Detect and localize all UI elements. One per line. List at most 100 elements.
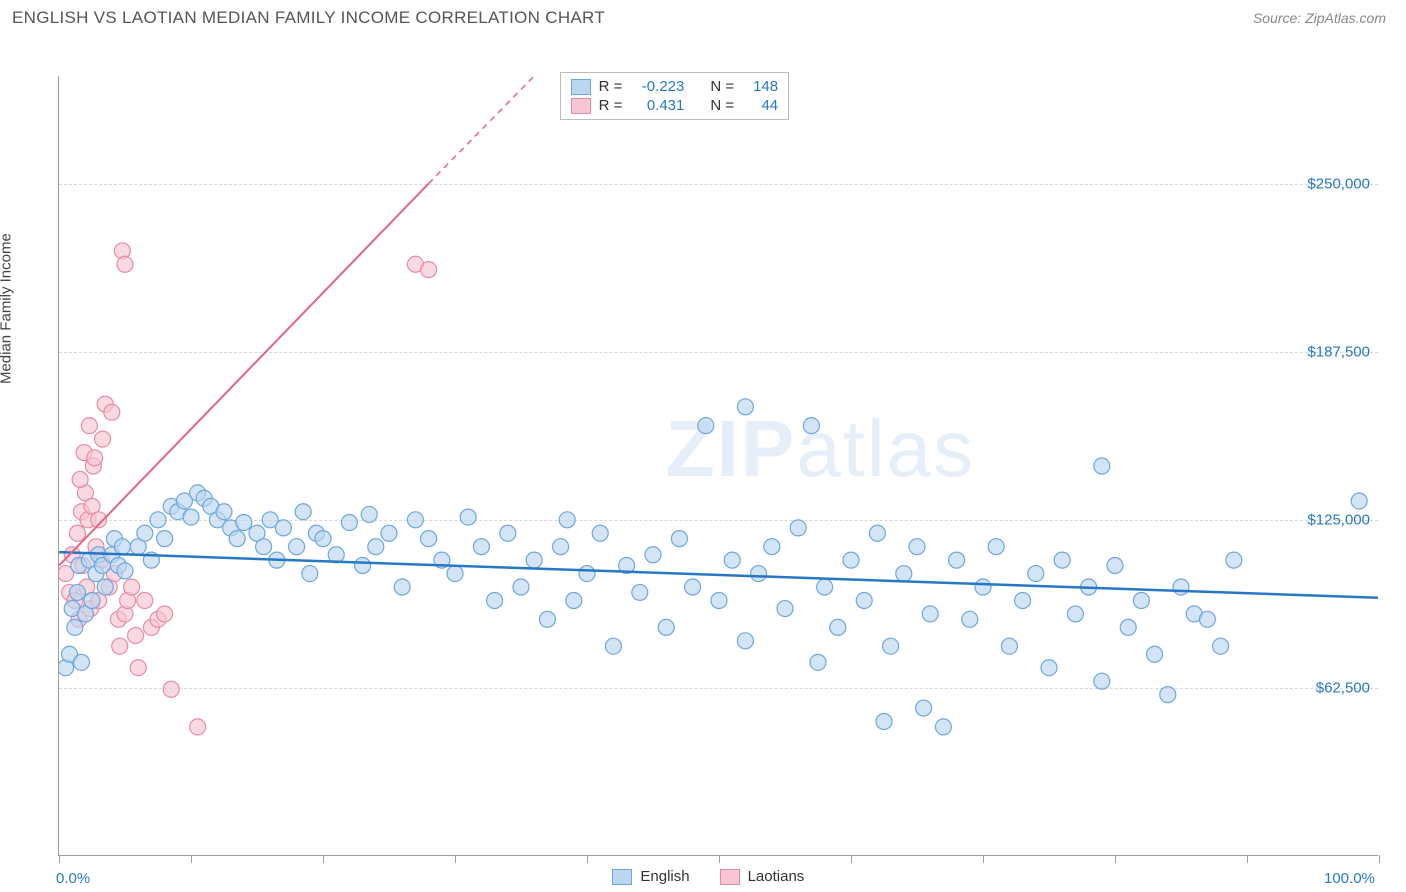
english-point [605, 638, 621, 654]
english-point [1213, 638, 1229, 654]
series-legend-item: Laotians [720, 868, 805, 885]
legend-row: R =-0.223N =148 [571, 77, 779, 96]
english-point [341, 514, 357, 530]
laotians-point [117, 256, 133, 272]
english-point [526, 552, 542, 568]
english-point [460, 509, 476, 525]
english-point [685, 579, 701, 595]
legend-swatch [720, 869, 740, 885]
legend-swatch [571, 98, 591, 114]
legend-swatch [571, 79, 591, 95]
english-point [236, 514, 252, 530]
source-label: Source: ZipAtlas.com [1253, 10, 1386, 26]
laotians-point [95, 431, 111, 447]
correlation-legend: R =-0.223N =148R =0.431N =44 [560, 72, 790, 120]
english-point [777, 601, 793, 617]
english-point [876, 714, 892, 730]
english-point [1199, 611, 1215, 627]
english-point [1028, 566, 1044, 582]
english-point [764, 539, 780, 555]
r-label: R = [599, 78, 623, 95]
english-point [724, 552, 740, 568]
chart-wrapper: Median Family Income ZIPatlas $62,500$12… [12, 36, 1394, 866]
english-point [256, 539, 272, 555]
english-point [566, 592, 582, 608]
x-tick [851, 855, 852, 863]
plot-area: ZIPatlas $62,500$125,000$187,500$250,000 [58, 76, 1378, 856]
english-point [315, 531, 331, 547]
english-point [592, 525, 608, 541]
english-point [711, 592, 727, 608]
n-label: N = [710, 97, 734, 114]
english-point [935, 719, 951, 735]
n-label: N = [710, 78, 734, 95]
english-point [150, 512, 166, 528]
english-point [447, 566, 463, 582]
series-legend-label: Laotians [748, 868, 805, 885]
english-point [1120, 619, 1136, 635]
english-point [737, 399, 753, 415]
laotians-point [104, 404, 120, 420]
english-point [658, 619, 674, 635]
english-point [539, 611, 555, 627]
english-point [289, 539, 305, 555]
english-point [559, 512, 575, 528]
english-point [1015, 592, 1031, 608]
laotians-point [157, 606, 173, 622]
english-point [1067, 606, 1083, 622]
legend-row: R =0.431N =44 [571, 96, 779, 115]
english-point [751, 566, 767, 582]
english-point [183, 509, 199, 525]
english-point [883, 638, 899, 654]
english-point [157, 531, 173, 547]
x-tick [455, 855, 456, 863]
x-tick [323, 855, 324, 863]
english-point [896, 566, 912, 582]
laotians-point [421, 262, 437, 278]
x-tick [587, 855, 588, 863]
laotians-point [69, 525, 85, 541]
laotians-point [124, 579, 140, 595]
english-point [671, 531, 687, 547]
english-point [295, 504, 311, 520]
plot-svg [59, 76, 1378, 855]
english-point [1094, 673, 1110, 689]
n-value: 44 [742, 97, 778, 114]
english-point [381, 525, 397, 541]
laotians-point [163, 681, 179, 697]
english-point [97, 579, 113, 595]
series-legend-item: English [612, 868, 689, 885]
english-point [645, 547, 661, 563]
english-point [368, 539, 384, 555]
x-max-label: 100.0% [1324, 870, 1375, 887]
english-point [962, 611, 978, 627]
english-point [394, 579, 410, 595]
english-point [949, 552, 965, 568]
english-point [1226, 552, 1242, 568]
english-point [632, 584, 648, 600]
r-label: R = [599, 97, 623, 114]
english-point [869, 525, 885, 541]
english-point [1160, 687, 1176, 703]
laotians-point [190, 719, 206, 735]
series-legend-label: English [640, 868, 689, 885]
english-point [810, 654, 826, 670]
english-point [1001, 638, 1017, 654]
english-point [69, 584, 85, 600]
english-point [421, 531, 437, 547]
x-tick [719, 855, 720, 863]
y-axis-label: Median Family Income [0, 233, 15, 384]
english-point [803, 418, 819, 434]
r-value: -0.223 [630, 78, 684, 95]
english-point [737, 633, 753, 649]
english-point [1041, 660, 1057, 676]
english-point [355, 558, 371, 574]
x-min-label: 0.0% [56, 870, 90, 887]
english-point [916, 700, 932, 716]
english-point [843, 552, 859, 568]
english-point [1147, 646, 1163, 662]
laotians-point [81, 418, 97, 434]
english-point [73, 654, 89, 670]
english-point [553, 539, 569, 555]
x-tick [191, 855, 192, 863]
